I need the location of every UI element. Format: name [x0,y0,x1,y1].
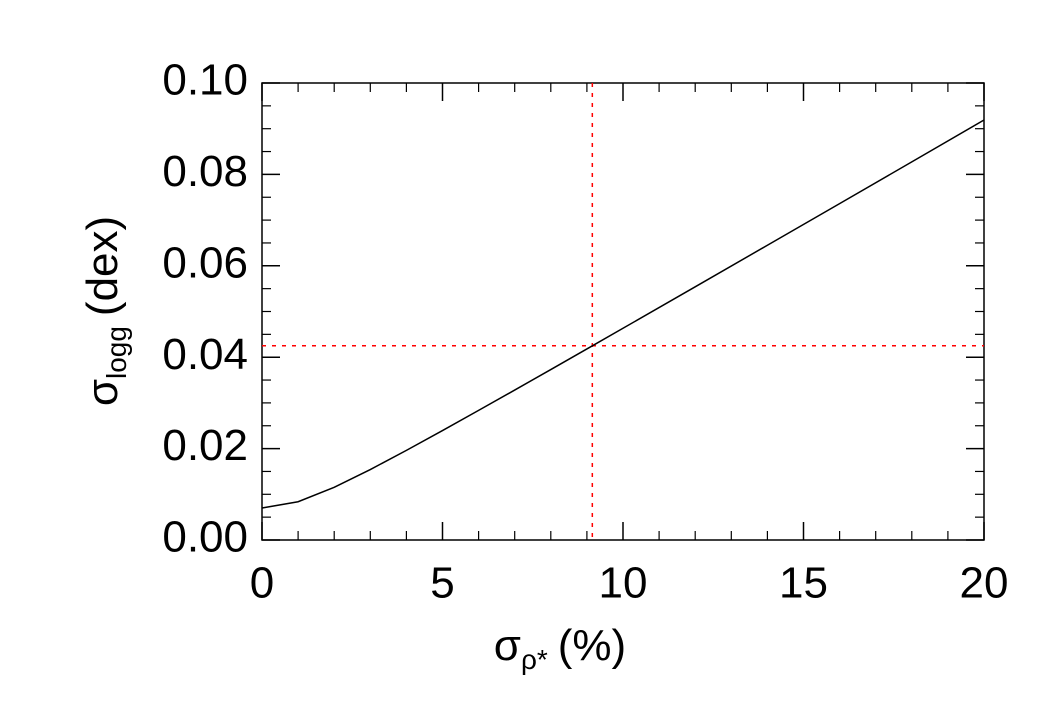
y-label-symbol: σ [78,379,127,406]
y-label-unit: (dex) [78,216,127,316]
x-label-unit: (%) [558,621,626,670]
y-label-subscript: logg [101,326,132,379]
x-label-subscript: ρ* [521,644,548,675]
x-tick-label: 15 [779,559,828,608]
x-label-symbol: σ [494,621,521,670]
x-axis-label: σρ* (%) [494,621,626,676]
y-tick-label: 0.00 [162,513,248,562]
y-tick-label: 0.02 [162,421,248,470]
x-tick-label: 20 [960,559,1009,608]
x-tick-label: 5 [430,559,454,608]
y-tick-label: 0.08 [162,147,248,196]
data-line [261,119,985,509]
plot-frame [261,82,985,541]
y-tick-label: 0.04 [162,330,248,379]
y-tick-label: 0.10 [162,56,248,105]
y-tick-label: 0.06 [162,238,248,287]
y-axis-label: σlogg (dex) [78,216,133,406]
x-tick-label: 0 [250,559,274,608]
x-tick-label: 10 [599,559,648,608]
